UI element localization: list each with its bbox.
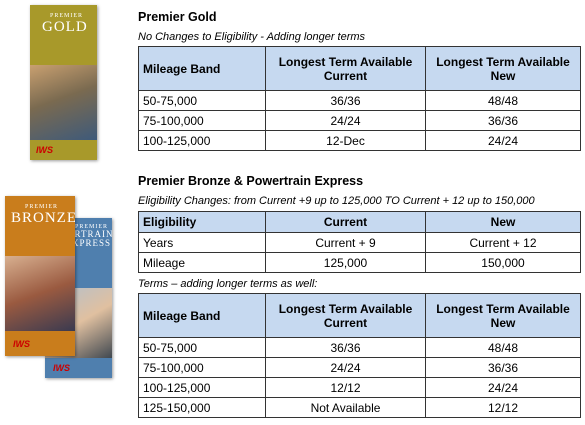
row: 100-125,000 12/12 24/24 (138, 377, 581, 398)
header-row: Mileage Band Longest Term Available Curre… (138, 293, 581, 338)
header-row: Eligibility Current New (138, 211, 581, 233)
brochure-brand: IWS (36, 145, 53, 155)
table: Mileage Band Longest Term Available Curre… (138, 46, 581, 151)
header-cell: Mileage Band (138, 46, 266, 91)
brochure-brand: IWS (13, 339, 30, 349)
section-note: No Changes to Eligibility - Adding longe… (138, 31, 366, 43)
row: Years Current + 9 Current + 12 (138, 232, 581, 253)
cell: 12-Dec (265, 130, 426, 151)
row: 75-100,000 24/24 36/36 (138, 110, 581, 131)
brochure-line1: PREMIER (75, 224, 109, 230)
row: Mileage 125,000 150,000 (138, 252, 581, 273)
header-cell: Eligibility (138, 211, 266, 233)
header-cell: Longest Term Available Current (265, 293, 426, 338)
header-cell: Mileage Band (138, 293, 266, 338)
brochure-gold: PREMIER GOLD IWS (30, 5, 97, 160)
brochure-line1: PREMIER (50, 13, 84, 19)
cell: Years (138, 232, 266, 253)
brochure-brand: IWS (53, 363, 70, 373)
cell: 48/48 (425, 90, 581, 111)
cell: 24/24 (425, 377, 581, 398)
cell: 75-100,000 (138, 357, 266, 378)
cell: Current + 12 (425, 232, 581, 253)
header-cell: Longest Term Available New (425, 293, 581, 338)
cell: 36/36 (265, 90, 426, 111)
row: 50-75,000 36/36 48/48 (138, 90, 581, 111)
cell: 125-150,000 (138, 397, 266, 418)
header-cell: Longest Term Available New (425, 46, 581, 91)
brochure-line1: PREMIER (25, 204, 59, 210)
cell: Current + 9 (265, 232, 426, 253)
cell: 100-125,000 (138, 377, 266, 398)
brochure-line2: BRONZE (11, 210, 75, 226)
cell: 150,000 (425, 252, 581, 273)
cell: 36/36 (425, 110, 581, 131)
cell: Mileage (138, 252, 266, 273)
row: 100-125,000 12-Dec 24/24 (138, 130, 581, 151)
cell: 36/36 (265, 337, 426, 358)
cell: 75-100,000 (138, 110, 266, 131)
brochure-bronze: PREMIER BRONZE IWS (5, 196, 75, 356)
cell: 50-75,000 (138, 337, 266, 358)
row: 75-100,000 24/24 36/36 (138, 357, 581, 378)
cell: 100-125,000 (138, 130, 266, 151)
cell: 125,000 (265, 252, 426, 273)
table: Mileage Band Longest Term Available Curre… (138, 293, 581, 418)
cell: 50-75,000 (138, 90, 266, 111)
header-row: Mileage Band Longest Term Available Curre… (138, 46, 581, 91)
cell: 36/36 (425, 357, 581, 378)
cell: 48/48 (425, 337, 581, 358)
row: 50-75,000 36/36 48/48 (138, 337, 581, 358)
cell: 24/24 (425, 130, 581, 151)
header-cell: New (425, 211, 581, 233)
table: Eligibility Current New Years Current + 9 Cur… (138, 211, 581, 273)
brochure-line2: POWERTRAIN EXPRESS (45, 229, 112, 248)
cell: 12/12 (265, 377, 426, 398)
header-cell: Current (265, 211, 426, 233)
cell: 24/24 (265, 357, 426, 378)
section-note: Eligibility Changes: from Current +9 up … (138, 195, 535, 207)
header-cell: Longest Term Available Current (265, 46, 426, 91)
section-title: Premier Bronze & Powertrain Express (138, 174, 364, 188)
cell: 12/12 (425, 397, 581, 418)
cell: 24/24 (265, 110, 426, 131)
section-note: Terms – adding longer terms as well: (138, 278, 318, 290)
brochure-line2: GOLD (42, 19, 88, 35)
section-title: Premier Gold (138, 10, 217, 24)
row: 125-150,000 Not Available 12/12 (138, 397, 581, 418)
cell: Not Available (265, 397, 426, 418)
